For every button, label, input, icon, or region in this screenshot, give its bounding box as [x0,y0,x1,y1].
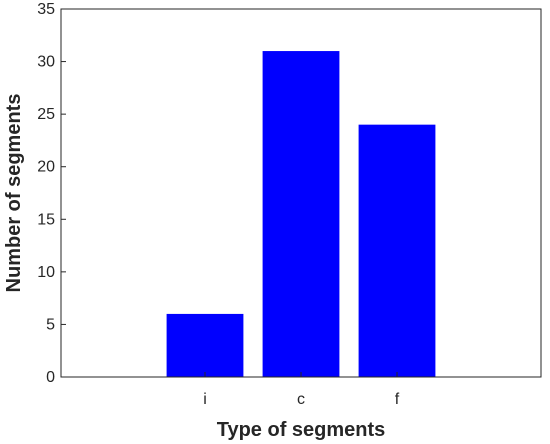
bar-f [358,124,436,378]
y-tick-label: 10 [37,264,55,281]
y-axis-ticks: 0 5 10 15 20 25 30 35 [37,1,66,386]
y-tick-label: 20 [37,159,55,176]
y-tick-label: 25 [37,106,55,123]
x-axis-label: Type of segments [217,419,386,441]
bars-group [166,51,436,378]
x-tick-label: c [297,391,305,408]
y-tick-label: 30 [37,54,55,71]
y-tick-label: 15 [37,211,55,228]
bar-c [262,51,340,378]
x-tick-label: i [203,391,207,408]
y-tick-label: 0 [46,369,55,386]
x-tick-label: f [395,391,400,408]
y-axis-label: Number of segments [3,94,25,293]
y-tick-label: 5 [46,316,55,333]
plot-area-border [60,8,542,378]
y-tick-label: 35 [37,1,55,18]
bar-i [166,313,244,377]
